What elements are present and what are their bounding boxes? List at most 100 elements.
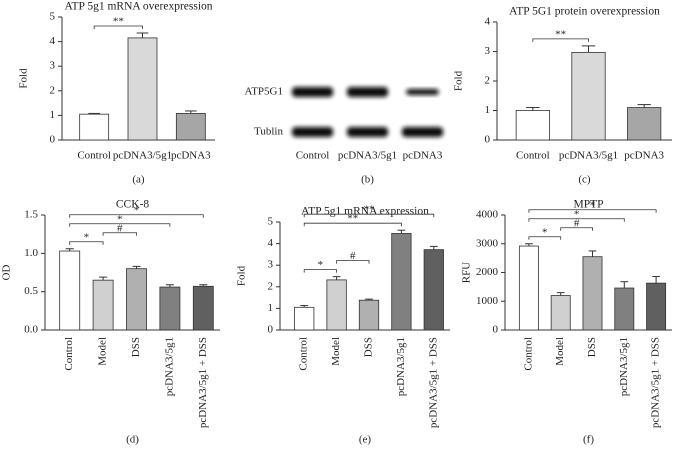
- blot-band: [346, 87, 389, 97]
- x-tick-label: pcDNA3/5g1: [163, 337, 175, 396]
- panel-caption: (e): [359, 434, 372, 446]
- significance-bracket: [528, 209, 657, 213]
- bar: [646, 282, 667, 331]
- x-tick-label: pcDNA3/5g1: [559, 150, 618, 162]
- y-tick-label: 1000: [476, 295, 499, 307]
- significance-bracket: [528, 236, 562, 240]
- x-tick-label: Control: [298, 337, 310, 371]
- significance-bracket: [69, 214, 204, 218]
- bar: [391, 233, 412, 331]
- panel-caption: (a): [132, 174, 145, 186]
- x-tick-label: pcDNA3/5g1 + DSS: [197, 337, 209, 428]
- significance-label: *: [542, 226, 548, 238]
- x-tick-label: Control: [516, 150, 550, 162]
- chart-title: MPTP: [573, 199, 603, 211]
- x-tick-label: DSS: [363, 337, 375, 357]
- bar: [192, 285, 214, 331]
- blot-row-label: ATP5G1: [244, 86, 283, 98]
- blot-row-label: Tublin: [254, 126, 283, 138]
- x-tick-label: DSS: [130, 337, 142, 357]
- bar: [423, 249, 444, 331]
- significance-label: *: [590, 199, 596, 211]
- y-tick-label: 3: [268, 259, 274, 271]
- significance-bracket: [336, 260, 370, 264]
- significance-bracket: [532, 38, 589, 42]
- y-tick-label: 4: [50, 35, 56, 47]
- y-tick-label: 3: [50, 60, 56, 72]
- blot-band: [291, 87, 334, 97]
- y-tick-label: 0.5: [24, 285, 38, 297]
- x-tick-label: Control: [296, 150, 330, 162]
- bar: [358, 299, 380, 331]
- significance-bracket: [93, 25, 143, 29]
- significance-label: **: [364, 204, 375, 216]
- bar: [159, 286, 181, 331]
- bar: [175, 113, 206, 141]
- x-tick-label: pcDNA3: [624, 150, 664, 162]
- blot-band: [406, 89, 439, 95]
- significance-label: *: [84, 231, 90, 243]
- blot-band: [401, 127, 444, 137]
- y-tick-label: 1.0: [24, 247, 38, 259]
- bar: [518, 245, 539, 331]
- y-tick-label: 1: [268, 302, 274, 314]
- y-tick-label: 0: [493, 324, 499, 336]
- y-axis-label: Fold: [18, 68, 30, 89]
- y-tick-label: 5: [268, 216, 274, 228]
- bar: [92, 279, 114, 331]
- y-tick-label: 1: [485, 104, 491, 116]
- x-tick-label: Control: [63, 337, 75, 371]
- significance-label: *: [134, 204, 140, 216]
- significance-label: #: [350, 250, 356, 262]
- x-tick-label: pcDNA3/5g1: [395, 337, 407, 396]
- y-tick-label: 5: [50, 11, 56, 23]
- x-tick-label: pcDNA3/5g1: [338, 150, 397, 162]
- y-tick-label: 0: [485, 134, 491, 146]
- significance-bracket: [102, 232, 137, 236]
- y-tick-label: 1: [50, 109, 56, 121]
- blot-band: [291, 127, 334, 137]
- chart-title: ATP 5G1 protein overexpression: [509, 6, 660, 18]
- significance-bracket: [560, 227, 593, 231]
- x-tick-label: Control: [77, 150, 111, 162]
- significance-bracket: [303, 213, 435, 218]
- panel-caption: (b): [361, 174, 374, 186]
- bar: [294, 306, 315, 331]
- bar: [550, 295, 571, 331]
- panel-caption: (d): [126, 434, 139, 446]
- chart-title: CCK-8: [116, 199, 149, 211]
- significance-bracket: [303, 269, 337, 273]
- significance-label: #: [117, 222, 123, 234]
- x-tick-label: pcDNA3/5g1: [618, 337, 630, 396]
- significance-bracket: [528, 218, 625, 222]
- y-tick-label: 2: [485, 75, 491, 87]
- y-tick-label: 4: [485, 16, 491, 28]
- bar: [614, 287, 635, 331]
- significance-bracket: [69, 223, 171, 227]
- blot-band: [346, 127, 389, 137]
- significance-label: **: [113, 16, 124, 28]
- bar: [627, 107, 662, 141]
- y-tick-label: 2: [268, 280, 274, 292]
- significance-bracket: [69, 241, 104, 245]
- y-tick-label: 0: [50, 134, 56, 146]
- y-tick-label: 2000: [476, 266, 499, 278]
- y-tick-label: 4000: [476, 209, 499, 221]
- panel-caption: (f): [583, 434, 594, 446]
- bar: [582, 256, 603, 331]
- bar: [126, 268, 147, 331]
- y-tick-label: 3: [485, 45, 491, 57]
- y-axis-label: OD: [1, 265, 13, 281]
- significance-bracket: [303, 222, 402, 227]
- y-tick-label: 0.0: [24, 324, 38, 336]
- bar: [127, 37, 158, 141]
- x-tick-label: pcDNA3: [403, 150, 443, 162]
- significance-label: *: [117, 213, 123, 225]
- bar: [59, 250, 81, 331]
- significance-label: *: [318, 259, 324, 271]
- y-tick-label: 3000: [476, 237, 499, 249]
- bar: [571, 51, 606, 141]
- y-axis-label: RFU: [461, 262, 473, 283]
- x-tick-label: Control: [522, 337, 534, 371]
